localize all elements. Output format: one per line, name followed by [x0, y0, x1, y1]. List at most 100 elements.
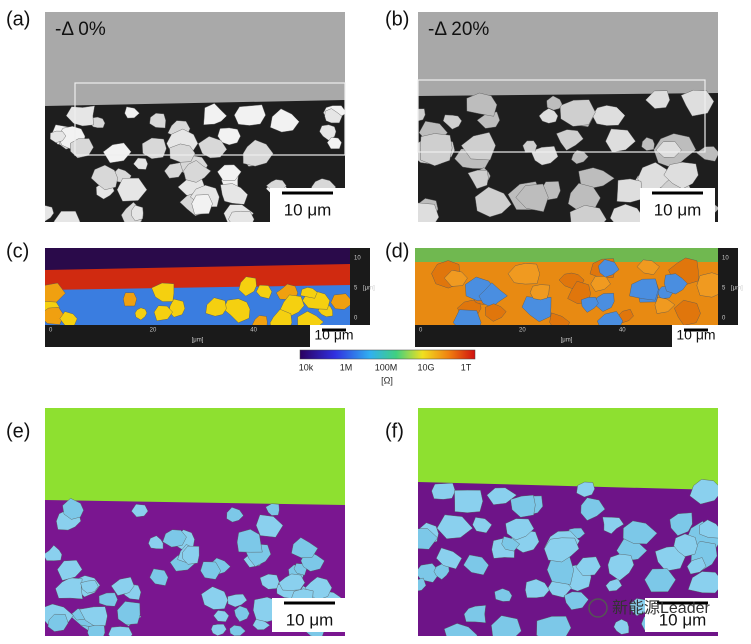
particle	[279, 294, 305, 317]
particle	[699, 519, 718, 539]
particle	[62, 498, 84, 520]
particle	[87, 624, 106, 636]
particle	[70, 138, 94, 159]
particle	[525, 578, 550, 599]
particle	[228, 210, 255, 222]
particle	[452, 309, 482, 325]
particle	[641, 137, 655, 151]
axis-label: [μm]	[561, 338, 573, 344]
particle	[622, 520, 658, 545]
panel-label: (b)	[385, 8, 409, 30]
particle	[226, 507, 244, 523]
particle	[142, 137, 167, 160]
particle	[461, 132, 496, 161]
particle	[164, 162, 183, 179]
particle	[436, 514, 473, 540]
particle	[234, 104, 266, 126]
particle	[259, 573, 280, 590]
panel-label: (e)	[6, 420, 30, 442]
particle	[418, 577, 427, 592]
particle	[116, 177, 148, 202]
particle	[256, 284, 273, 299]
particle	[238, 276, 257, 297]
particle	[191, 194, 213, 215]
particle	[57, 559, 83, 581]
particle	[538, 108, 559, 124]
annotation: -Δ 0%	[55, 19, 106, 40]
particle	[580, 497, 606, 521]
particle	[153, 305, 173, 322]
particle	[629, 278, 659, 301]
particle	[687, 571, 718, 594]
colorbar	[299, 349, 476, 360]
particle	[98, 592, 118, 607]
particle	[236, 529, 263, 553]
particle	[431, 482, 456, 500]
particle	[563, 591, 589, 611]
particle	[664, 273, 688, 295]
particle	[569, 205, 607, 222]
particle	[203, 103, 227, 126]
particle	[644, 568, 676, 593]
particle	[131, 204, 144, 222]
axis-strip	[415, 325, 718, 347]
particle	[696, 272, 718, 298]
particle	[108, 626, 133, 636]
particle	[609, 203, 645, 222]
particle	[476, 111, 500, 129]
axis-strip	[45, 325, 350, 347]
colorbar-unit: [Ω]	[381, 375, 393, 385]
particle	[420, 133, 453, 167]
particle	[578, 167, 615, 189]
particle	[201, 586, 229, 610]
particle	[444, 269, 468, 287]
particle	[442, 114, 462, 130]
annotation: -Δ 20%	[428, 19, 489, 40]
particle	[696, 146, 718, 162]
particle	[543, 537, 580, 563]
particle	[49, 130, 67, 143]
axis-strip	[718, 248, 738, 325]
particle	[605, 128, 636, 153]
particle	[491, 615, 522, 636]
particle	[55, 577, 83, 600]
particle	[251, 315, 268, 325]
roi-box	[417, 79, 706, 153]
particle	[478, 282, 508, 308]
particle	[210, 623, 227, 636]
axis-tick-label: 40	[250, 328, 257, 334]
particle	[162, 529, 187, 548]
particle	[297, 311, 324, 325]
colorbar-tick-label: 10k	[299, 362, 314, 372]
particle	[466, 92, 498, 117]
particle	[454, 489, 484, 513]
particle	[645, 90, 671, 109]
particle	[602, 516, 624, 535]
scale-bar-label: 10 μm	[654, 200, 702, 219]
particle	[148, 535, 164, 550]
particle	[474, 186, 512, 218]
axis-tick-label: 0	[419, 328, 423, 334]
particle	[80, 580, 99, 594]
particle	[529, 284, 550, 301]
particle	[47, 613, 69, 632]
particle	[182, 545, 200, 565]
axis-tick-label: 0	[49, 328, 53, 334]
particle	[213, 610, 230, 622]
particle	[169, 143, 196, 163]
scale-bar-label: 10 μm	[659, 610, 707, 629]
particle	[270, 108, 300, 133]
particle	[242, 139, 274, 167]
particle	[234, 605, 250, 623]
particle	[123, 292, 137, 307]
particle	[205, 297, 227, 317]
particle	[217, 164, 242, 181]
axis-label: [μm]	[731, 286, 743, 292]
particle	[689, 479, 718, 505]
particle	[45, 306, 65, 325]
particle	[673, 533, 698, 557]
particle	[613, 619, 629, 635]
particle	[616, 178, 643, 203]
particle	[418, 563, 441, 583]
particle	[45, 205, 54, 222]
